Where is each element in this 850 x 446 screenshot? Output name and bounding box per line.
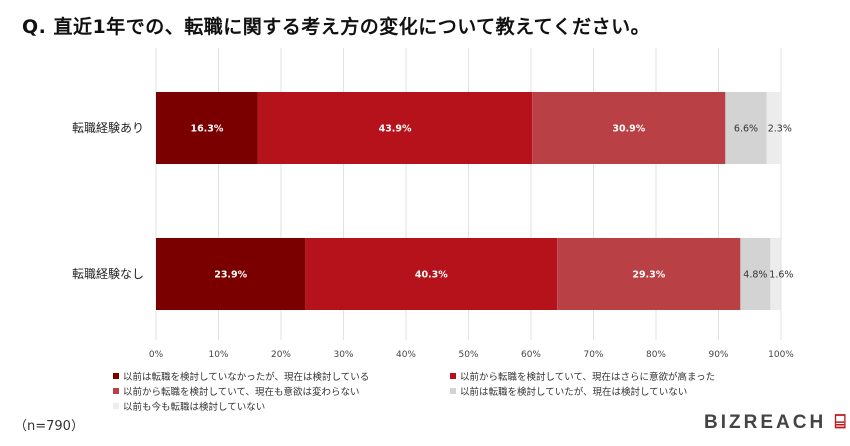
x-tick-label: 70% [583, 350, 603, 360]
bizreach-logo: BIZREACH ⌸ [704, 412, 849, 434]
bar-segment [532, 92, 726, 164]
data-label: 4.8% [743, 270, 767, 281]
data-label: 16.3% [190, 124, 223, 135]
x-tick-label: 10% [208, 350, 228, 360]
x-tick-label: 40% [396, 350, 416, 360]
bar-segment [770, 238, 781, 310]
x-tick-label: 60% [521, 350, 541, 360]
logo-text: BIZREACH [704, 412, 827, 433]
data-label: 1.6% [769, 270, 793, 281]
x-tick-label: 80% [646, 350, 666, 360]
data-label: 23.9% [214, 270, 247, 281]
data-label: 6.6% [734, 124, 758, 135]
x-tick-label: 90% [708, 350, 728, 360]
x-tick-label: 50% [458, 350, 478, 360]
bar-segment [766, 92, 781, 164]
bar-segment [156, 92, 258, 164]
bar-segment [725, 92, 767, 164]
bar-segment [156, 238, 306, 310]
bar-segment [557, 238, 741, 310]
category-label: 転職経験なし [72, 266, 144, 281]
page-title: Q. 直近1年での、転職に関する考え方の変化について教えてください。 [22, 16, 651, 38]
x-tick-label: 100% [768, 350, 794, 360]
bar-segment [305, 238, 558, 310]
category-label: 転職経験あり [72, 120, 144, 135]
sample-size: （n=790） [14, 419, 84, 434]
data-label: 2.3% [768, 124, 792, 135]
logo-mark-icon: ⌸ [826, 412, 849, 433]
data-label: 30.9% [612, 124, 645, 135]
data-label: 29.3% [632, 270, 665, 281]
data-label: 43.9% [379, 124, 412, 135]
bar-segment [257, 92, 533, 164]
x-tick-label: 30% [333, 350, 353, 360]
x-tick-label: 20% [271, 350, 291, 360]
bar-segment [740, 238, 771, 310]
data-label: 40.3% [415, 270, 448, 281]
x-tick-label: 0% [149, 350, 164, 360]
